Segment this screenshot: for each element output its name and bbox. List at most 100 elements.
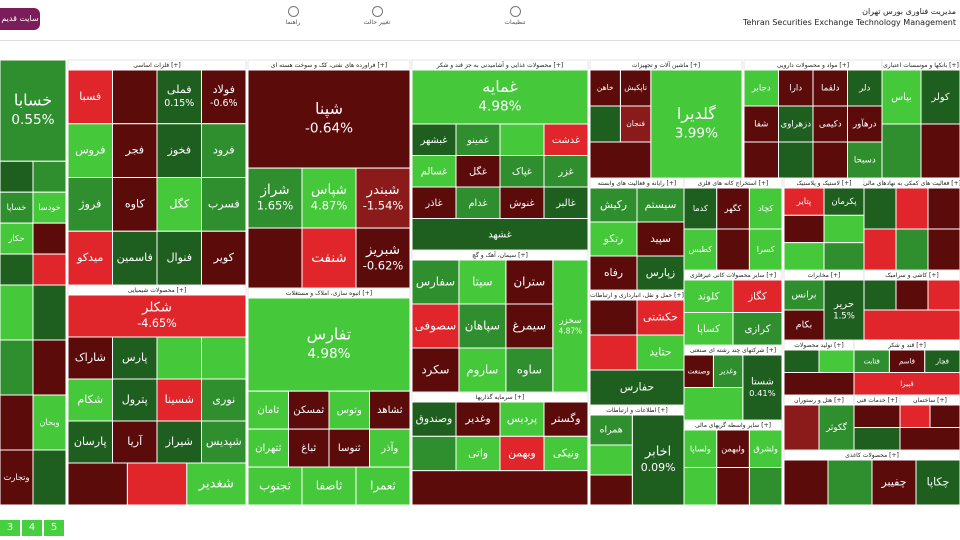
- stock-tile[interactable]: ثامان: [247, 390, 289, 430]
- stock-tile[interactable]: وبحان: [32, 394, 67, 451]
- stock-tile[interactable]: پکرمان: [823, 187, 865, 216]
- stock-tile[interactable]: غمینو: [455, 123, 501, 156]
- stock-tile[interactable]: [0, 160, 34, 193]
- stock-tile[interactable]: دکیمی: [812, 105, 848, 143]
- stock-tile[interactable]: [589, 141, 652, 179]
- stock-tile[interactable]: بپاس: [881, 69, 922, 125]
- stock-tile[interactable]: برانس: [783, 279, 825, 311]
- stock-tile[interactable]: [895, 228, 929, 271]
- stock-tile[interactable]: وتجارت: [0, 449, 34, 506]
- stock-tile[interactable]: [927, 279, 960, 311]
- stock-tile[interactable]: فسبا: [67, 69, 113, 125]
- stock-tile[interactable]: دارا: [778, 69, 814, 107]
- stock-tile[interactable]: ثنوسا: [328, 428, 370, 468]
- stock-tile[interactable]: قپیرا: [853, 372, 960, 396]
- stock-tile[interactable]: رتکو: [589, 221, 638, 257]
- stock-tile[interactable]: [716, 467, 750, 506]
- stock-tile[interactable]: [783, 349, 820, 373]
- stock-tile[interactable]: [818, 349, 855, 373]
- stock-tile[interactable]: ولبهمن: [716, 429, 750, 468]
- stock-tile[interactable]: [748, 467, 783, 506]
- stock-tile[interactable]: کدما: [683, 187, 718, 230]
- stock-tile[interactable]: فنجان: [619, 105, 652, 143]
- stock-tile[interactable]: [783, 242, 825, 271]
- stock-tile[interactable]: غاذر: [411, 186, 457, 219]
- stock-tile[interactable]: [927, 228, 960, 271]
- stock-tile[interactable]: [863, 309, 960, 341]
- stock-tile[interactable]: [247, 227, 303, 289]
- stock-tile[interactable]: ثباغ: [288, 428, 330, 468]
- stock-tile[interactable]: پردیس: [499, 401, 545, 437]
- stock-tile[interactable]: شبندر-1.54%: [355, 167, 411, 229]
- stock-tile[interactable]: رکیش: [589, 187, 638, 223]
- stock-tile[interactable]: سپید: [636, 221, 685, 257]
- stock-tile[interactable]: غبشهر: [411, 123, 457, 156]
- stock-tile[interactable]: شاراک: [67, 336, 113, 380]
- stock-tile[interactable]: غنوش: [499, 186, 545, 219]
- stock-tile[interactable]: شپنا -0.64%: [247, 69, 411, 169]
- stock-tile[interactable]: قچار: [924, 349, 960, 373]
- page-button[interactable]: 5: [44, 520, 64, 536]
- stock-tile[interactable]: وگستر: [543, 401, 589, 437]
- stock-tile[interactable]: [823, 214, 865, 244]
- stock-tile[interactable]: شفا: [743, 105, 779, 143]
- stock-tile[interactable]: خاهن: [589, 69, 621, 107]
- stock-tile[interactable]: دلقما: [812, 69, 848, 107]
- stock-tile[interactable]: [0, 284, 34, 341]
- stock-tile[interactable]: شکلر-4.65%: [67, 294, 247, 338]
- stock-tile[interactable]: [589, 299, 638, 336]
- stock-tile[interactable]: غدام: [455, 186, 501, 219]
- stock-tile[interactable]: بکام: [783, 309, 825, 341]
- stock-tile[interactable]: چفیبر: [871, 459, 917, 506]
- stock-tile[interactable]: [778, 141, 814, 179]
- stock-tile[interactable]: [32, 339, 67, 396]
- stock-tile[interactable]: [156, 336, 202, 380]
- stock-tile[interactable]: خساپا: [0, 191, 34, 224]
- stock-tile[interactable]: تاپکیش: [619, 69, 652, 107]
- stock-tile[interactable]: فولاد -0.6%: [201, 69, 247, 125]
- stock-tile[interactable]: گکوثر: [818, 404, 855, 451]
- stock-tile[interactable]: حکار: [0, 222, 34, 255]
- stock-tile[interactable]: ثاصفا: [301, 466, 357, 506]
- stock-tile[interactable]: غشهد: [411, 218, 589, 251]
- stock-tile[interactable]: سیستم: [636, 187, 685, 223]
- stock-tile[interactable]: وتوس: [328, 390, 370, 430]
- stock-tile[interactable]: ثشاهد: [369, 390, 411, 430]
- stock-tile[interactable]: واتی: [455, 435, 501, 472]
- old-site-button[interactable]: سایت قدیم: [0, 8, 40, 30]
- stock-tile[interactable]: پارسان: [67, 420, 113, 464]
- stock-tile[interactable]: کلوند: [683, 279, 734, 313]
- stock-tile[interactable]: [899, 404, 931, 428]
- stock-tile[interactable]: [683, 467, 718, 506]
- stock-tile[interactable]: ولشرق: [748, 429, 783, 468]
- stock-tile[interactable]: کگل: [156, 177, 202, 232]
- stock-tile[interactable]: [823, 242, 865, 271]
- stock-tile[interactable]: کگهر: [716, 187, 750, 230]
- stock-tile[interactable]: چکاپا: [915, 459, 960, 506]
- stock-tile[interactable]: سیمرغ: [505, 303, 554, 349]
- stock-tile[interactable]: کساپا: [683, 312, 734, 346]
- stock-tile[interactable]: غزر: [543, 155, 589, 188]
- stock-tile[interactable]: [899, 427, 960, 451]
- stock-tile[interactable]: شیراز: [156, 420, 202, 464]
- page-button[interactable]: 3: [0, 520, 20, 536]
- stock-tile[interactable]: سفارس: [411, 259, 460, 305]
- stock-tile[interactable]: زپارس: [636, 255, 685, 291]
- stock-tile[interactable]: وغدیر: [455, 401, 501, 437]
- stock-tile[interactable]: وصنعت: [683, 354, 714, 388]
- stock-tile[interactable]: [863, 228, 897, 271]
- stock-tile[interactable]: [863, 187, 897, 230]
- stock-tile[interactable]: قثابت: [853, 349, 890, 373]
- stock-tile[interactable]: [743, 141, 779, 179]
- stock-tile[interactable]: ثمسکن: [288, 390, 330, 430]
- stock-tile[interactable]: [927, 187, 960, 230]
- stock-tile[interactable]: [895, 187, 929, 230]
- stock-tile[interactable]: فاسمین: [112, 230, 158, 286]
- stock-tile[interactable]: غمایه 4.98%: [411, 69, 589, 125]
- stock-tile[interactable]: [589, 334, 638, 371]
- stock-tile[interactable]: کاوه: [112, 177, 158, 232]
- stock-tile[interactable]: فروس: [67, 123, 113, 178]
- page-button[interactable]: 4: [22, 520, 42, 536]
